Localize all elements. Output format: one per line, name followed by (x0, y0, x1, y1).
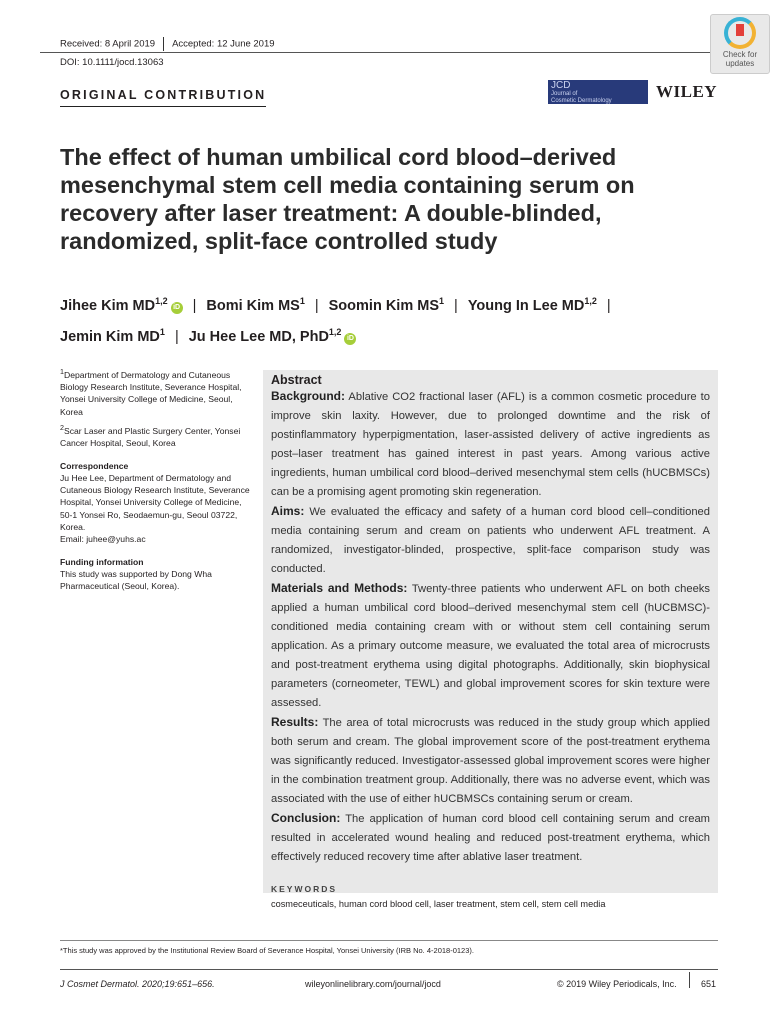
page-number: 651 (701, 979, 717, 989)
dates-line: Received: 8 April 2019 Accepted: 12 June … (60, 37, 275, 51)
section-text: We evaluated the efficacy and safety of … (271, 506, 710, 575)
author-name: Jemin Kim MD (60, 328, 160, 345)
funding-text: This study was supported by Dong Wha Pha… (60, 568, 212, 592)
journal-abbr: JCD (551, 80, 571, 91)
separator: | (174, 328, 179, 345)
accepted-date: Accepted: 12 June 2019 (172, 38, 275, 50)
author: Ju Hee Lee MD, PhD1,2iD (188, 326, 357, 345)
abstract-section: Background: Ablative CO2 fractional lase… (271, 387, 710, 502)
orcid-icon[interactable]: iD (344, 332, 357, 345)
affiliation-text: Scar Laser and Plastic Surgery Center, Y… (60, 425, 241, 449)
copyright: © 2019 Wiley Periodicals, Inc. (557, 979, 677, 989)
author-name: Soomin Kim MS (328, 297, 440, 314)
journal-url[interactable]: wileyonlinelibrary.com/journal/jocd (305, 979, 441, 989)
citation: J Cosmet Dermatol. 2020;19:651–656. (60, 979, 215, 989)
bookmark-icon (724, 17, 756, 49)
abstract-heading: Abstract (271, 373, 322, 387)
keywords: cosmeceuticals, human cord blood cell, l… (271, 899, 606, 909)
author-name: Young In Lee MD (467, 297, 585, 314)
section-label: Conclusion: (271, 811, 341, 825)
section-text: Ablative CO2 fractional laser (AFL) is a… (271, 391, 710, 498)
journal-logo: JCD Journal of Cosmetic Dermatology (548, 80, 648, 104)
affiliation-2: 2Scar Laser and Plastic Surgery Center, … (60, 422, 255, 449)
divider (689, 972, 690, 988)
author: Jihee Kim MD1,2iD (60, 296, 183, 314)
check-updates-label: Check for updates (722, 50, 758, 68)
correspondence-text: Ju Hee Lee, Department of Dermatology an… (60, 472, 250, 532)
author: Bomi Kim MS1 (206, 296, 305, 314)
author-sup: 1 (439, 296, 445, 306)
section-text: The area of total microcrusts was reduce… (271, 717, 710, 805)
section-text: Twenty-three patients who underwent AFL … (271, 583, 710, 709)
footnote: *This study was approved by the Institut… (60, 946, 474, 955)
separator: | (192, 297, 197, 314)
abstract-box: Abstract Background: Ablative CO2 fracti… (263, 370, 718, 909)
abstract-section: Results: The area of total microcrusts w… (271, 713, 710, 809)
author: Soomin Kim MS1 (328, 296, 445, 314)
divider (163, 37, 165, 51)
author-list: Jihee Kim MD1,2iD | Bomi Kim MS1 | Soomin Ki… (60, 288, 740, 350)
section-label: Background: (271, 389, 346, 403)
author-sup: 1 (299, 296, 305, 306)
correspondence-heading: Correspondence (60, 460, 129, 471)
journal-line2: Cosmetic Dermatology (551, 98, 612, 104)
received-date: Received: 8 April 2019 (60, 38, 156, 50)
orcid-icon[interactable]: iD (170, 301, 183, 314)
affiliation-text: Department of Dermatology and Cutaneous … (60, 369, 242, 417)
author-sup: 1,2 (155, 296, 168, 306)
section-label: Aims: (271, 504, 305, 518)
author: Jemin Kim MD1 (60, 326, 165, 345)
separator: | (606, 297, 611, 314)
author: Young In Lee MD1,2 (467, 296, 597, 314)
funding: Funding information This study was suppor… (60, 556, 255, 593)
abstract-section: Materials and Methods: Twenty-three pati… (271, 579, 710, 713)
author-sup: 1,2 (584, 296, 597, 306)
journal-line1: Journal of (551, 91, 578, 97)
publisher-logo: WILEY (656, 82, 718, 101)
article-title: The effect of human umbilical cord blood… (60, 144, 635, 254)
footnote-rule (60, 940, 718, 941)
sup: 1 (60, 368, 64, 376)
check-for-updates-button[interactable]: Check for updates (710, 14, 770, 74)
side-column: 1Department of Dermatology and Cutaneous… (60, 366, 255, 596)
sup: 2 (60, 424, 64, 433)
author-name: Bomi Kim MS (206, 297, 300, 314)
separator: | (314, 297, 319, 314)
abstract-section: Conclusion: The application of human cor… (271, 809, 710, 867)
section-label: Results: (271, 715, 319, 729)
header-rule (40, 52, 720, 53)
section-label: Materials and Methods: (271, 581, 408, 595)
affiliation-1: 1Department of Dermatology and Cutaneous… (60, 366, 255, 418)
footer-rule (60, 969, 718, 970)
correspondence: Correspondence Ju Hee Lee, Department of … (60, 460, 255, 546)
section-label: ORIGINAL CONTRIBUTION (60, 88, 267, 107)
author-name: Ju Hee Lee MD, PhD (188, 328, 329, 345)
funding-heading: Funding information (60, 556, 144, 567)
section-text: The application of human cord blood cell… (271, 813, 710, 863)
author-sup: 1 (159, 326, 165, 337)
separator: | (454, 297, 458, 314)
author-name: Jihee Kim MD (60, 297, 156, 314)
doi: DOI: 10.1111/jocd.13063 (60, 57, 164, 68)
author-sup: 1,2 (328, 326, 342, 337)
abstract-section: Aims: We evaluated the efficacy and safe… (271, 502, 710, 579)
email-link[interactable]: Email: juhee@yuhs.ac (60, 534, 146, 545)
keywords-heading: KEYWORDS (271, 884, 338, 894)
